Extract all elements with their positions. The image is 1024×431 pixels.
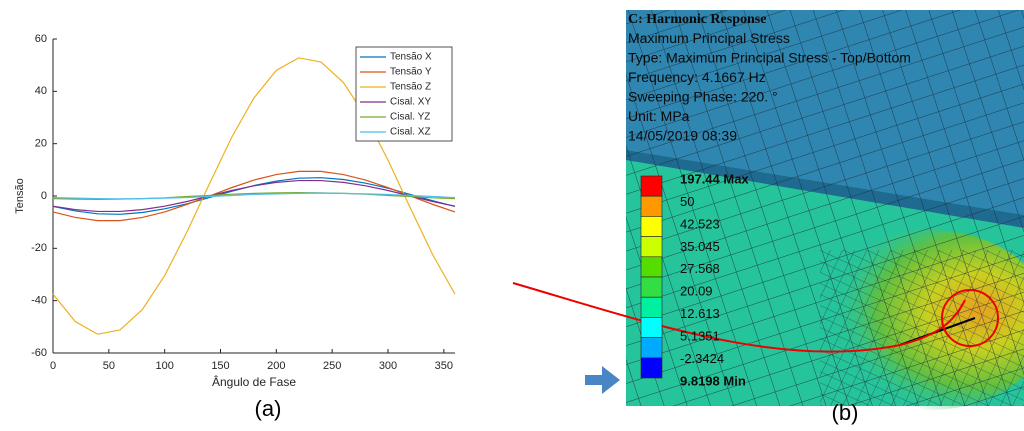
colorbar-swatch — [640, 195, 663, 217]
colorbar-label: 9.8198 Min — [680, 373, 746, 388]
y-tick-label: -20 — [31, 242, 47, 254]
colorbar-swatch — [640, 175, 663, 197]
fea-header: Frequency: 4.1667 Hz — [628, 69, 766, 85]
colorbar-swatch — [640, 337, 663, 359]
legend-label: Cisal. XZ — [390, 127, 431, 138]
x-axis-title: Ângulo de Fase — [212, 374, 296, 389]
annotation-circle — [941, 289, 999, 347]
colorbar-label: 27.568 — [680, 261, 720, 276]
y-tick-label: 0 — [41, 190, 47, 202]
colorbar-swatch — [640, 216, 663, 237]
legend-label: Tensão X — [390, 52, 432, 63]
y-tick-label: 40 — [35, 85, 47, 97]
colorbar-swatch — [640, 317, 663, 338]
x-tick-label: 300 — [379, 360, 397, 372]
arrow-icon — [585, 366, 620, 394]
series-line — [52, 57, 456, 335]
colorbar-label: 50 — [680, 194, 694, 209]
fea-header: Sweeping Phase: 220. ° — [628, 89, 778, 105]
y-tick-label: -40 — [31, 295, 47, 307]
colorbar-label: 42.523 — [680, 216, 720, 231]
colorbar-swatch — [640, 276, 663, 298]
colorbar-label: 12.613 — [680, 306, 720, 321]
x-tick-label: 50 — [103, 360, 115, 372]
x-tick-label: 200 — [267, 360, 285, 372]
y-axis-title: Tensão — [14, 178, 26, 213]
x-tick-label: 250 — [323, 360, 341, 372]
colorbar-label: 20.09 — [680, 284, 713, 299]
legend-box — [355, 46, 453, 142]
x-tick-label: 100 — [155, 360, 173, 372]
x-tick-label: 0 — [50, 360, 56, 372]
y-tick-label: -60 — [31, 347, 47, 359]
colorbar-label: 35.045 — [680, 239, 720, 254]
x-tick-label: 350 — [435, 360, 453, 372]
colorbar-label: 197.44 Max — [680, 171, 749, 186]
fea-header: Unit: MPa — [628, 108, 690, 124]
panel-label: (a) — [255, 396, 282, 421]
x-tick-label: 150 — [211, 360, 229, 372]
colorbar-label: -2.3424 — [680, 351, 724, 366]
colorbar-swatch — [640, 357, 663, 379]
colorbar-swatch — [640, 236, 663, 258]
y-tick-label: 60 — [35, 33, 47, 45]
y-tick-label: 20 — [35, 138, 47, 150]
legend: Tensão X Tensão Y Tensão Z Cisal. XY Cisal. … — [355, 46, 453, 142]
annotation-line — [512, 282, 966, 353]
panel-label: (b) — [832, 400, 859, 425]
series-line — [52, 179, 456, 213]
legend-label: Cisal. YZ — [390, 112, 430, 123]
fea-fine-mesh — [820, 250, 1024, 406]
legend-label: Cisal. XY — [390, 97, 431, 108]
fea-header: C: Harmonic Response — [628, 12, 766, 27]
colorbar-swatch — [640, 296, 663, 318]
colorbar-label: 5.1351 — [680, 329, 720, 344]
fea-image — [626, 10, 1024, 410]
fea-header: 14/05/2019 08:39 — [628, 128, 737, 144]
colorbar-swatch — [640, 256, 663, 278]
series-line — [52, 170, 456, 222]
fea-header: Type: Maximum Principal Stress - Top/Bot… — [628, 50, 911, 66]
legend-label: Tensão Z — [390, 82, 431, 93]
series-line — [52, 192, 456, 200]
legend-label: Tensão Y — [390, 67, 432, 78]
fea-header: Maximum Principal Stress — [628, 30, 790, 46]
